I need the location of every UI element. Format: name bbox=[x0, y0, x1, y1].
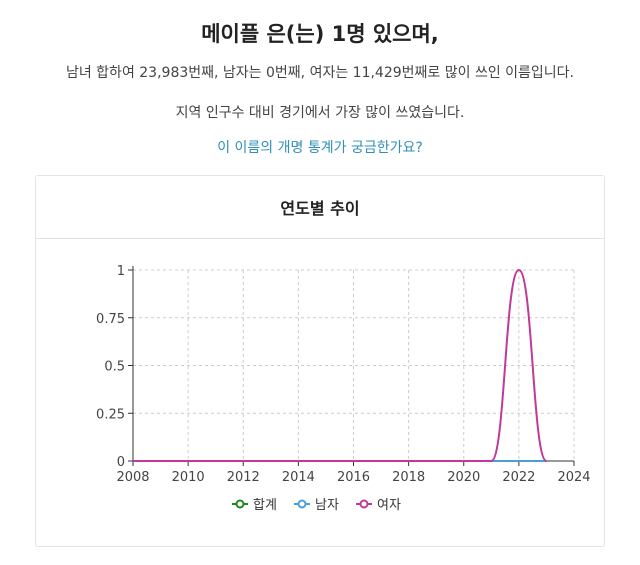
legend-marker-남자 bbox=[297, 499, 307, 509]
legend-marker-여자 bbox=[359, 499, 369, 509]
chart-legend: 합계 남자 여자 bbox=[232, 498, 401, 513]
y-tick-label: 0 bbox=[117, 455, 125, 470]
x-tick-label: 2016 bbox=[337, 470, 370, 485]
x-tick-label: 2010 bbox=[172, 470, 205, 485]
rank-summary-text: 남녀 합하여 23,983번째, 남자는 0번째, 여자는 11,429번째로 … bbox=[65, 65, 575, 81]
y-tick-label: 0.25 bbox=[96, 407, 125, 422]
region-summary-text: 지역 인구수 대비 경기에서 가장 많이 쓰였습니다. bbox=[175, 105, 465, 121]
page-title: 메이플 은(는) 1명 있으며, bbox=[201, 22, 439, 46]
x-tick-label: 2012 bbox=[227, 470, 260, 485]
x-tick-label: 2008 bbox=[116, 470, 149, 485]
x-tick-label: 2022 bbox=[502, 470, 535, 485]
x-tick-label: 2020 bbox=[447, 470, 480, 485]
y-tick-label: 0.75 bbox=[96, 312, 125, 327]
yearly-trend-chart: 0 0.25 0.5 0.75 1 2008 2010 2012 2014 2016 2018 202… bbox=[96, 264, 591, 513]
chart-title: 연도별 추이 bbox=[36, 176, 604, 239]
legend-marker-합계 bbox=[235, 499, 245, 509]
legend-label-남자: 남자 bbox=[315, 498, 339, 513]
x-tick-label: 2024 bbox=[557, 470, 590, 485]
x-tick-label: 2018 bbox=[392, 470, 425, 485]
yearly-trend-card: 연도별 추이 0 0.25 0.5 0.75 1 2008 2010 2012 2014 2016… bbox=[35, 175, 605, 547]
x-tick-label: 2014 bbox=[282, 470, 315, 485]
legend-label-합계: 합계 bbox=[253, 498, 277, 513]
rename-stats-link[interactable]: 이 이름의 개명 통계가 궁금한가요? bbox=[217, 140, 423, 156]
y-tick-label: 1 bbox=[117, 264, 125, 279]
legend-label-여자: 여자 bbox=[377, 498, 401, 513]
y-tick-label: 0.5 bbox=[104, 360, 125, 375]
series-line-여자 bbox=[132, 268, 548, 462]
